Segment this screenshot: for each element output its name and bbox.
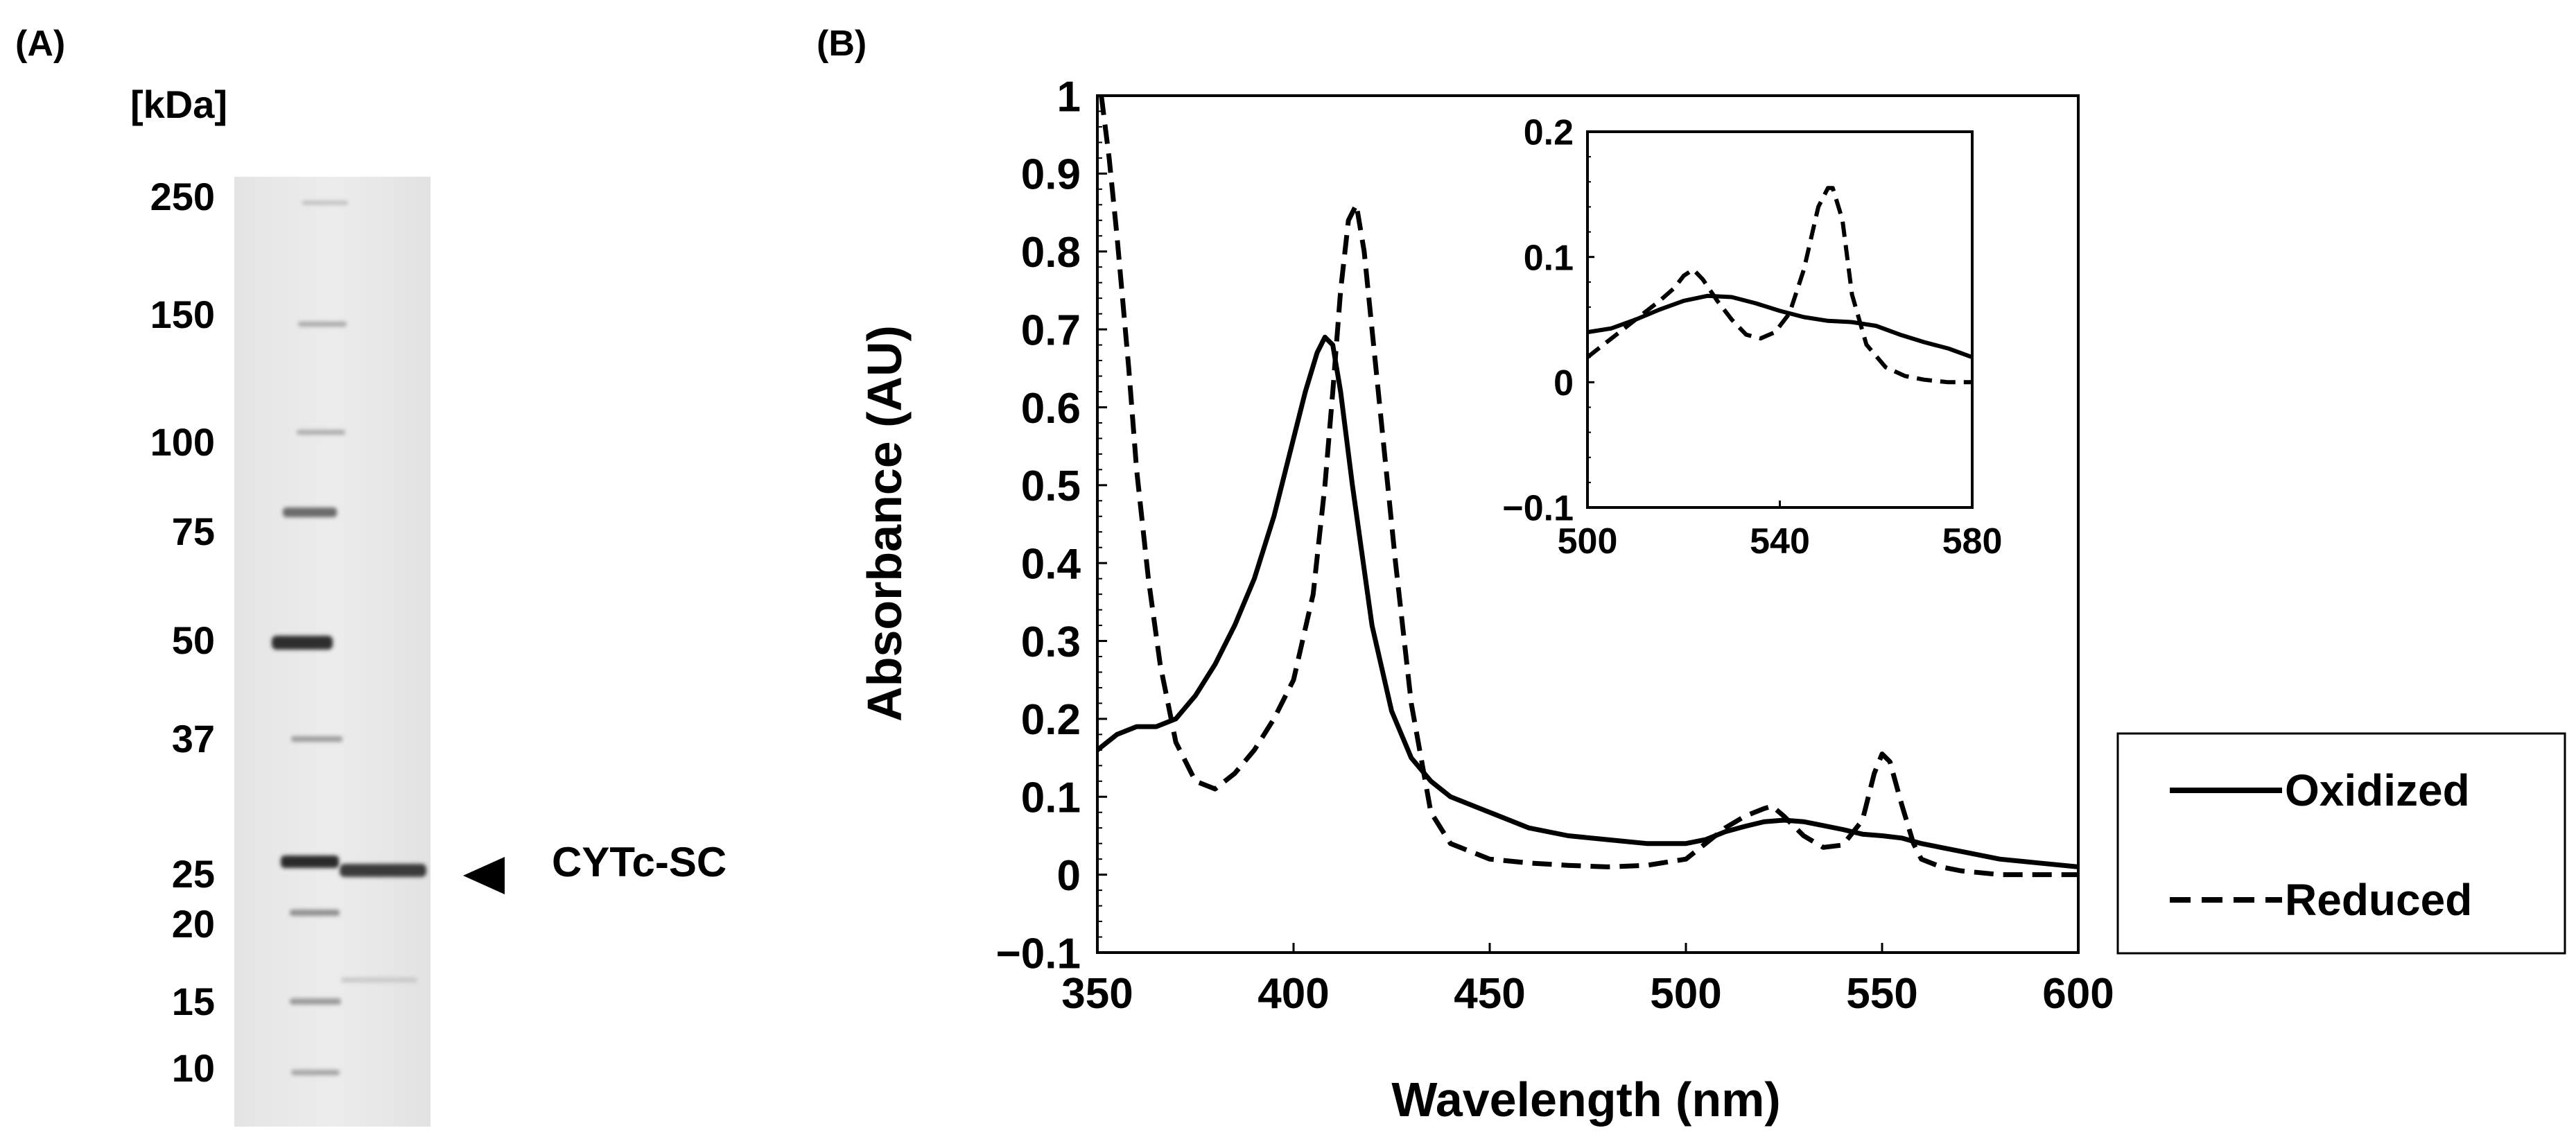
main-y-tick-label: 0.9 bbox=[1021, 151, 1081, 199]
ladder-band-20 bbox=[290, 910, 340, 916]
main-y-tick-label: 0.3 bbox=[1021, 618, 1081, 666]
ladder-band-100 bbox=[297, 430, 345, 435]
inset-y-axis: −0.1 0 0.1 0.2 bbox=[1502, 113, 1594, 529]
legend-box bbox=[2116, 732, 2566, 955]
ladder-band-15 bbox=[290, 998, 341, 1005]
kda-unit-label: [kDa] bbox=[130, 83, 227, 126]
main-y-axis: −0.1 0 0.1 0.2 0.3 0.4 0.5 0.6 0.7 0.8 0.9 1 bbox=[996, 73, 1107, 978]
ladder-band-75 bbox=[283, 507, 337, 517]
main-y-tick-label: 0.7 bbox=[1021, 306, 1081, 354]
panel-a-label: (A) bbox=[15, 24, 65, 64]
band-label: CYTc-SC bbox=[552, 839, 726, 885]
inset-x-axis: 500 540 580 bbox=[1558, 501, 2003, 562]
y-axis-title: Absorbance (AU) bbox=[858, 325, 912, 722]
ladder-band-25 bbox=[281, 856, 339, 868]
legend-label-reduced: Reduced bbox=[2285, 875, 2472, 925]
main-y-tick-label: 0.6 bbox=[1021, 385, 1081, 433]
main-y-tick-label: 1 bbox=[1057, 73, 1081, 121]
ladder-band-250 bbox=[302, 201, 348, 205]
x-axis-title: Wavelength (nm) bbox=[1391, 1073, 1780, 1127]
main-x-tick-label: 450 bbox=[1454, 970, 1525, 1018]
marker-label-50: 50 bbox=[172, 618, 215, 662]
panel-a: (A) [kDa] 250 150 100 75 50 37 25 20 15 … bbox=[15, 24, 726, 1127]
marker-label-15: 15 bbox=[172, 980, 215, 1023]
inset-x-tick-label: 500 bbox=[1558, 521, 1618, 562]
main-y-tick-label: 0.1 bbox=[1021, 774, 1081, 822]
main-x-tick-label: 600 bbox=[2042, 970, 2114, 1018]
main-x-tick-label: 550 bbox=[1846, 970, 1917, 1018]
sample-lane bbox=[340, 864, 426, 982]
main-chart: −0.1 0 0.1 0.2 0.3 0.4 0.5 0.6 0.7 0.8 0.9 1 350 400… bbox=[858, 73, 2114, 1127]
main-y-tick-label: 0.4 bbox=[1021, 541, 1081, 589]
panel-b-label: (B) bbox=[817, 24, 867, 64]
inset-series-reduced bbox=[1586, 186, 1972, 385]
ladder-band-50 bbox=[272, 636, 333, 650]
inset-y-tick-label: 0.2 bbox=[1524, 113, 1574, 153]
main-plot-frame bbox=[1096, 94, 2080, 954]
main-y-tick-label: 0.8 bbox=[1021, 229, 1081, 277]
ladder-band-10 bbox=[291, 1070, 340, 1075]
ladder-band-150 bbox=[298, 322, 347, 327]
inset-y-tick-label: −0.1 bbox=[1502, 489, 1574, 529]
main-x-tick-label: 350 bbox=[1061, 970, 1133, 1018]
main-x-tick-label: 500 bbox=[1650, 970, 1721, 1018]
gel-image bbox=[234, 177, 430, 1127]
main-x-tick-label: 400 bbox=[1257, 970, 1329, 1018]
marker-label-20: 20 bbox=[172, 902, 215, 946]
main-series bbox=[1095, 95, 2079, 878]
band-arrow-icon bbox=[463, 857, 505, 894]
inset-series-oxidized bbox=[1587, 293, 1974, 360]
marker-label-37: 37 bbox=[172, 717, 215, 761]
marker-labels: 250 150 100 75 50 37 25 20 15 10 bbox=[150, 175, 215, 1090]
main-y-tick-label: 0.2 bbox=[1021, 696, 1081, 744]
ladder-band-37 bbox=[291, 736, 342, 742]
inset-y-tick-label: 0 bbox=[1554, 363, 1574, 403]
main-x-axis: 350 400 450 500 550 600 bbox=[1061, 943, 2114, 1018]
main-series-oxidized bbox=[1095, 334, 2079, 869]
inset-plot-frame bbox=[1586, 130, 1974, 509]
inset-x-tick-label: 580 bbox=[1942, 521, 2003, 562]
marker-label-100: 100 bbox=[150, 420, 215, 464]
marker-label-150: 150 bbox=[150, 293, 215, 336]
main-y-tick-label: −0.1 bbox=[996, 930, 1081, 978]
marker-label-250: 250 bbox=[150, 175, 215, 218]
inset-chart: −0.1 0 0.1 0.2 500 540 580 bbox=[1502, 113, 2002, 562]
main-series-reduced bbox=[1099, 95, 2078, 878]
main-y-tick-label: 0 bbox=[1057, 852, 1081, 900]
panel-b: (B) −0.1 0 0.1 0.2 0.3 0.4 0.5 0.6 0.7 0.8 0.9 1 35… bbox=[817, 24, 2566, 1127]
sample-band-cytc-sc bbox=[340, 864, 426, 877]
sample-band-faint bbox=[341, 978, 417, 982]
inset-x-tick-label: 540 bbox=[1750, 521, 1810, 562]
legend: Oxidized Reduced bbox=[2116, 732, 2566, 955]
inset-series bbox=[1586, 186, 1974, 385]
main-y-tick-label: 0.5 bbox=[1021, 462, 1081, 510]
marker-label-75: 75 bbox=[172, 510, 215, 553]
marker-label-10: 10 bbox=[172, 1046, 215, 1090]
legend-label-oxidized: Oxidized bbox=[2285, 765, 2470, 815]
marker-label-25: 25 bbox=[172, 852, 215, 896]
inset-y-tick-label: 0.1 bbox=[1524, 238, 1574, 278]
ladder-lane bbox=[272, 201, 348, 1075]
